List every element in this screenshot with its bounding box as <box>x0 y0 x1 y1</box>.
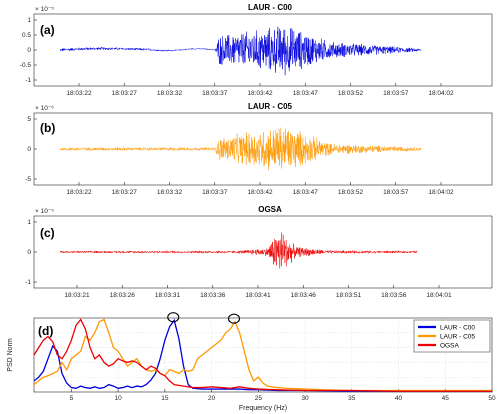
seismogram-trace <box>59 26 422 76</box>
x-tick-label: 40 <box>395 395 403 402</box>
x-tick-label: 18:03:42 <box>247 189 273 196</box>
x-tick-label: 10 <box>115 395 123 402</box>
y-tick-label: -0.5 <box>20 62 32 69</box>
x-tick-label: 18:03:37 <box>202 90 228 97</box>
panel-d: (d) 5 10 15 20 25 30 35 40 45 50 Frequency (Hz) P… <box>7 312 496 412</box>
x-tick-label: 18:03:47 <box>293 189 319 196</box>
x-tick-label: 18:04:02 <box>428 189 454 196</box>
axis-exponent: × 10⁻⁵ <box>35 208 54 215</box>
y-tick-label: -5 <box>25 176 31 183</box>
x-tick-label: 25 <box>255 395 263 402</box>
peak-circle-1 <box>227 313 241 324</box>
x-tick-label: 18:03:21 <box>64 292 90 299</box>
panel-a: (a) LAUR - C00 × 10⁻⁵ -1 -0.5 0 0.5 1 18:03:… <box>20 3 493 97</box>
x-tick-label: 18:04:01 <box>426 292 452 299</box>
x-tick-label: 18:03:46 <box>291 292 317 299</box>
panel-title: LAUR - C05 <box>248 102 293 111</box>
panel-title: LAUR - C00 <box>248 3 293 12</box>
x-tick-label: 18:03:57 <box>383 90 409 97</box>
x-tick-label: 30 <box>301 395 309 402</box>
panel-label: (c) <box>40 226 55 240</box>
x-tick-label: 18:03:27 <box>112 189 138 196</box>
x-tick-label: 20 <box>208 395 216 402</box>
x-tick-label: 18:04:02 <box>428 90 454 97</box>
x-tick-label: 18:03:42 <box>247 90 273 97</box>
x-tick-label: 18:03:27 <box>112 90 138 97</box>
axis-exponent: × 10⁻⁵ <box>35 6 54 13</box>
x-tick-label: 5 <box>70 395 74 402</box>
x-tick-label: 18:03:52 <box>338 189 364 196</box>
x-tick-label: 18:03:51 <box>336 292 362 299</box>
y-axis-label: PSD Norm <box>7 338 14 372</box>
x-tick-label: 18:03:37 <box>202 189 228 196</box>
x-tick-label: 15 <box>161 395 169 402</box>
x-tick-label: 18:03:31 <box>155 292 181 299</box>
legend-label-ogsa: OGSA <box>440 343 459 350</box>
x-ticks: 18:03:21 18:03:26 18:03:31 18:03:36 18:03:41… <box>64 285 452 299</box>
x-tick-label: 35 <box>348 395 356 402</box>
y-ticks: -1 0 1 <box>25 219 37 286</box>
legend-label-c00: LAUR - C00 <box>440 325 475 332</box>
x-tick-label: 18:03:26 <box>110 292 136 299</box>
x-axis-label: Frequency (Hz) <box>239 405 287 412</box>
y-tick-label: -1 <box>25 279 31 286</box>
x-tick-label: 18:03:22 <box>66 189 92 196</box>
plot-frame <box>33 13 493 87</box>
y-tick-label: 0 <box>27 146 31 153</box>
x-tick-label: 18:03:36 <box>200 292 226 299</box>
psd-line-2 <box>33 318 492 392</box>
x-tick-label: 18:03:32 <box>157 90 183 97</box>
x-ticks: 18:03:22 18:03:27 18:03:32 18:03:37 18:03:42… <box>66 83 454 97</box>
x-tick-label: 18:03:32 <box>157 189 183 196</box>
x-tick-label: 18:03:47 <box>293 90 319 97</box>
seismogram-trace <box>59 127 422 171</box>
y-tick-label: 5 <box>27 116 31 123</box>
psd-line-0 <box>33 318 492 392</box>
panel-label: (a) <box>40 23 55 37</box>
x-ticks: 18:03:22 18:03:27 18:03:32 18:03:37 18:03:42… <box>66 182 454 196</box>
x-tick-label: 18:03:52 <box>338 90 364 97</box>
legend: LAUR - C00 LAUR - C05 OGSA <box>413 319 491 353</box>
panel-label: (d) <box>38 324 53 338</box>
x-tick-label: 18:03:56 <box>381 292 407 299</box>
psd-line-1 <box>33 318 492 392</box>
y-tick-label: 0.5 <box>22 32 31 39</box>
x-tick-label: 50 <box>488 395 496 402</box>
y-ticks: -5 0 5 <box>25 116 37 183</box>
y-tick-label: 1 <box>27 17 31 24</box>
psd-lines <box>33 318 492 392</box>
y-tick-label: -1 <box>25 77 31 84</box>
peak-circle-0 <box>167 312 180 323</box>
axis-exponent: × 10⁻⁶ <box>35 105 54 112</box>
peak-markers <box>167 312 241 324</box>
y-ticks: -1 -0.5 0 0.5 1 <box>20 17 37 84</box>
legend-label-c05: LAUR - C05 <box>440 334 475 341</box>
panel-b: (b) LAUR - C05 × 10⁻⁶ -505 18:03:22 18:03… <box>25 102 493 196</box>
y-tick-label: 0 <box>27 249 31 256</box>
y-tick-label: 1 <box>27 219 31 226</box>
x-tick-label: 18:03:41 <box>245 292 271 299</box>
x-tick-label: 18:03:22 <box>66 90 92 97</box>
panel-label: (b) <box>40 121 55 135</box>
panel-title: OGSA <box>258 205 282 214</box>
y-tick-label: 0 <box>27 47 31 54</box>
x-tick-label: 45 <box>442 395 450 402</box>
seismogram-trace <box>59 232 418 269</box>
panel-c: (c) OGSA × 10⁻⁵ -101 18:03:21 18:03:26 18:… <box>25 205 493 299</box>
x-tick-label: 18:03:57 <box>383 189 409 196</box>
